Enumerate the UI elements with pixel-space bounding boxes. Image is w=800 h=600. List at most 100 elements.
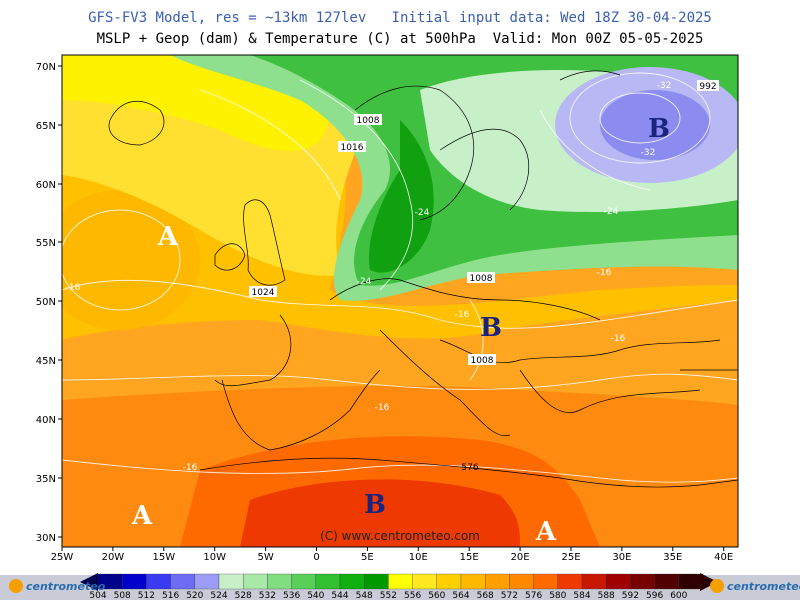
- logo-left-icon: [9, 579, 23, 593]
- colorbar-swatches: 504 508 512 516 520 524 528 532 536 540 544 548 552 5…: [89, 573, 704, 600]
- colorbar-label: 572: [501, 591, 518, 600]
- longitude-labels: 25W 20W 15W 10W 5W 0 5E 10E 15E 20E 25E 30E 35E 40E: [51, 547, 733, 563]
- colorbar-swatch: [291, 573, 316, 590]
- pressure-isobar-labels: 1008 1016 1024 1008 1008 992: [249, 80, 719, 366]
- colorbar-swatch: [606, 573, 631, 590]
- colorbar-label: 532: [259, 591, 276, 600]
- colorbar-swatch: [339, 573, 365, 590]
- colorbar-label: 508: [114, 591, 131, 600]
- isobar-label: 1008: [470, 274, 493, 284]
- isobar-label-bg: [249, 286, 277, 297]
- colorbar-label: 528: [235, 591, 252, 600]
- watermark-text: (C) www.centrometeo.com: [320, 529, 480, 543]
- logo-right: centrometeo: [710, 579, 800, 593]
- colorbar-swatch: [654, 573, 679, 590]
- colorbar-swatch: [436, 573, 462, 590]
- lon-label: 10E: [409, 552, 428, 563]
- colorbar-label: 540: [307, 591, 324, 600]
- lon-label: 20W: [102, 552, 125, 563]
- isobar-label-bg: [338, 141, 366, 152]
- isobar-label-bg: [697, 80, 719, 91]
- colorbar-swatch: [678, 573, 704, 590]
- lon-label: 40E: [714, 552, 733, 563]
- lat-label: 50N: [36, 297, 56, 308]
- lat-label: 30N: [36, 533, 56, 544]
- colorbar-left-arrow: [80, 573, 98, 591]
- lon-label: 20E: [511, 552, 530, 563]
- colorbar-swatch: [509, 573, 534, 590]
- isobar-label: 1024: [252, 288, 275, 298]
- isotherm-label: -24: [604, 207, 619, 217]
- colorbar-label: 544: [331, 591, 348, 600]
- lat-label: 60N: [36, 180, 56, 191]
- colorbar-label: 588: [598, 591, 615, 600]
- map-area: [62, 55, 738, 547]
- isotherm-label: -16: [66, 283, 81, 293]
- colorbar-swatch: [122, 573, 147, 590]
- isotherm-label: -32: [657, 81, 672, 91]
- isotherm-label: -24: [357, 277, 372, 287]
- colorbar-label: 536: [283, 591, 300, 600]
- low-pressure-marker: B: [648, 114, 670, 144]
- colorbar-label: 564: [452, 591, 469, 600]
- header-title-model: GFS-FV3 Model, res = ~13km 127lev Initia…: [88, 10, 712, 26]
- lon-label: 0: [313, 552, 319, 563]
- high-pressure-marker: A: [535, 517, 557, 547]
- latitude-labels: 70N 65N 60N 55N 50N 45N 40N 35N 30N: [36, 62, 62, 544]
- isobar-label-bg: [354, 114, 382, 125]
- isobar-label: 1008: [471, 356, 494, 366]
- colorbar-swatch: [388, 573, 413, 590]
- colorbar-label: 568: [477, 591, 494, 600]
- isotherm-label: -16: [597, 268, 612, 278]
- colorbar-label: 560: [428, 591, 445, 600]
- colorbar-right-arrow: [700, 573, 718, 591]
- isobar-label: 1016: [341, 143, 364, 153]
- colorbar-label: 552: [380, 591, 397, 600]
- pressure-system-markers: A A A B B B: [131, 114, 670, 547]
- colorbar-swatch: [364, 573, 389, 590]
- colorbar-swatch: [170, 573, 195, 590]
- lon-label: 35E: [663, 552, 682, 563]
- lon-label: 30E: [612, 552, 631, 563]
- colorbar-swatch: [557, 573, 583, 590]
- colorbar-swatch: [630, 573, 655, 590]
- lon-label: 5W: [257, 552, 273, 563]
- lat-label: 70N: [36, 62, 56, 73]
- lon-label: 5E: [361, 552, 374, 563]
- low-pressure-marker: B: [364, 490, 386, 520]
- height-label-576: 576: [461, 463, 478, 473]
- isotherm-label: -16: [183, 463, 198, 473]
- isotherm-label: -32: [641, 148, 656, 158]
- isotherm-label: -16: [375, 403, 390, 413]
- colorbar-label: 596: [646, 591, 663, 600]
- colorbar-label: 580: [549, 591, 566, 600]
- colorbar-swatch: [194, 573, 220, 590]
- colorbar-label: 520: [186, 591, 203, 600]
- isobar-label: 1008: [357, 116, 380, 126]
- colorbar-label: 584: [573, 591, 590, 600]
- lat-label: 45N: [36, 356, 56, 367]
- colorbar-swatch: [243, 573, 268, 590]
- colorbar-label: 524: [210, 591, 227, 600]
- lon-label: 10W: [203, 552, 226, 563]
- low-pressure-marker: B: [480, 313, 502, 343]
- colorbar-swatch: [412, 573, 437, 590]
- high-pressure-marker: A: [157, 222, 179, 252]
- colorbar-swatch: [485, 573, 510, 590]
- logo-right-text: centrometeo: [727, 580, 800, 593]
- lon-label: 25E: [561, 552, 580, 563]
- lon-label: 15E: [460, 552, 479, 563]
- colorbar-label: 548: [356, 591, 373, 600]
- colorbar-swatch: [146, 573, 171, 590]
- colorbar-label: 512: [138, 591, 155, 600]
- temperature-isotherm-labels: -32 -32 -24 -24 -24 -16 -16 -16 -16 -16 -16: [66, 81, 672, 473]
- colorbar-swatch: [460, 573, 486, 590]
- colorbar: 504 508 512 516 520 524 528 532 536 540 544 548 552 5…: [0, 573, 800, 600]
- colorbar-label: 504: [89, 591, 106, 600]
- colorbar-swatch: [267, 573, 292, 590]
- logo-left-text: centrometeo: [26, 580, 106, 593]
- colorbar-label: 592: [622, 591, 639, 600]
- colorbar-label: 600: [670, 591, 687, 600]
- isobar-label: 992: [699, 82, 716, 92]
